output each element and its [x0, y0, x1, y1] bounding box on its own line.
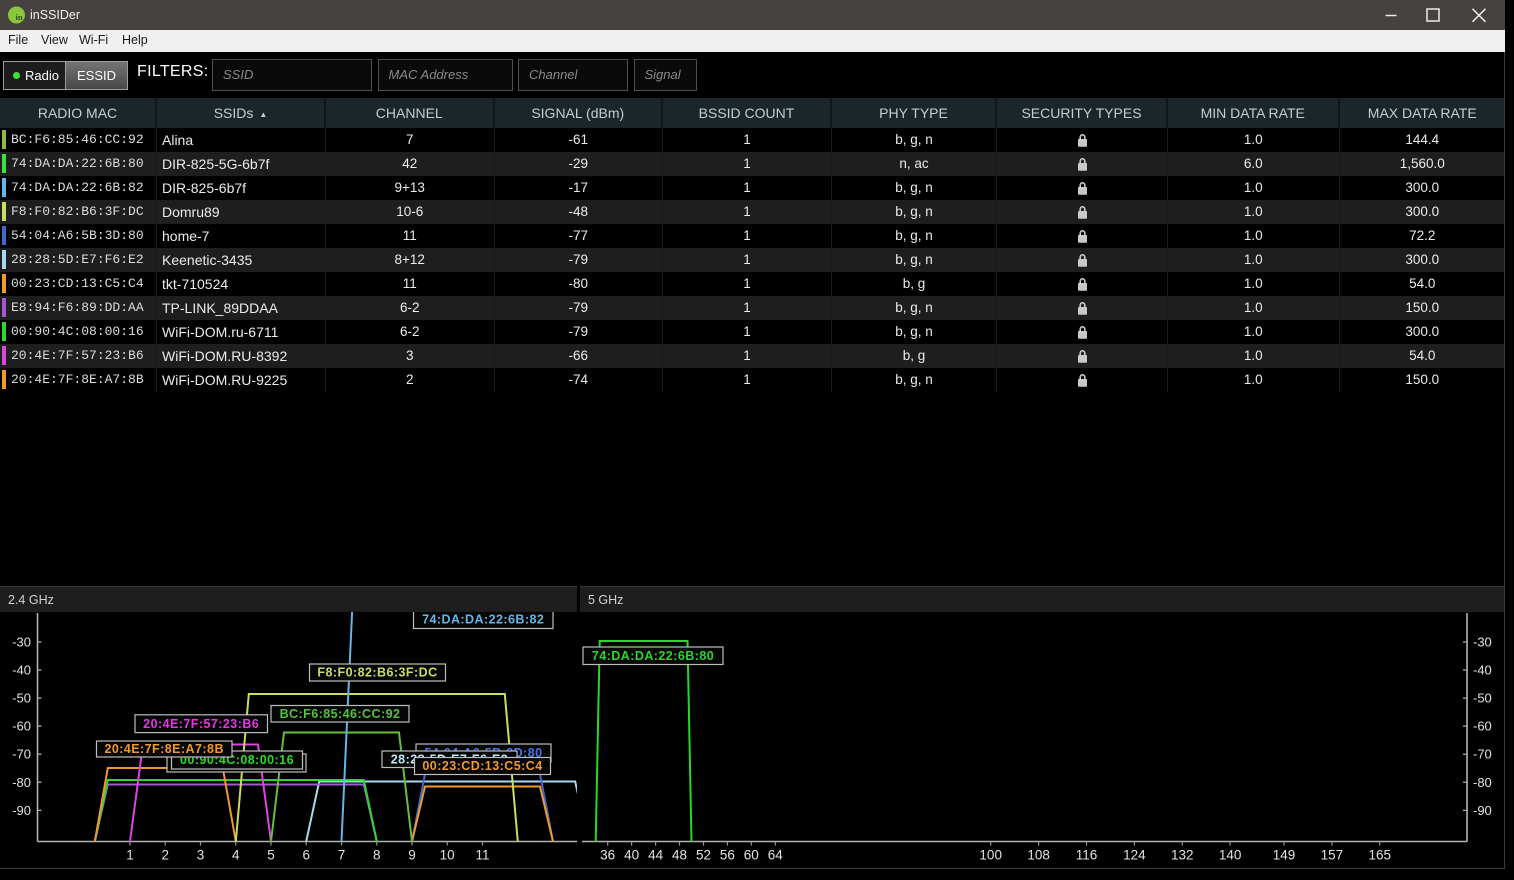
svg-text:00:23:CD:13:C5:C4: 00:23:CD:13:C5:C4 [422, 759, 542, 773]
svg-text:F8:F0:82:B6:3F:DC: F8:F0:82:B6:3F:DC [317, 666, 437, 680]
svg-text:48: 48 [672, 848, 687, 863]
svg-text:165: 165 [1369, 848, 1392, 863]
svg-text:-90: -90 [1473, 803, 1492, 818]
svg-text:5: 5 [267, 848, 275, 863]
svg-text:-70: -70 [1473, 747, 1492, 762]
svg-text:64: 64 [768, 848, 784, 863]
svg-text:-70: -70 [12, 747, 31, 762]
svg-text:36: 36 [600, 848, 615, 863]
svg-text:157: 157 [1321, 848, 1344, 863]
svg-text:-50: -50 [1473, 691, 1492, 706]
svg-text:-50: -50 [12, 691, 31, 706]
svg-text:-60: -60 [1473, 719, 1492, 734]
svg-text:132: 132 [1171, 848, 1194, 863]
svg-text:7: 7 [338, 848, 346, 863]
svg-text:56: 56 [720, 848, 735, 863]
svg-text:1: 1 [126, 848, 134, 863]
svg-text:-80: -80 [1473, 775, 1492, 790]
svg-text:-60: -60 [12, 719, 31, 734]
svg-text:-80: -80 [12, 775, 31, 790]
svg-text:9: 9 [408, 848, 416, 863]
svg-text:-30: -30 [1473, 635, 1492, 650]
svg-text:-90: -90 [12, 803, 31, 818]
svg-text:6: 6 [302, 848, 310, 863]
svg-text:44: 44 [648, 848, 664, 863]
svg-text:4: 4 [232, 848, 240, 863]
svg-text:20:4E:7F:57:23:B6: 20:4E:7F:57:23:B6 [143, 717, 259, 731]
svg-text:74:DA:DA:22:6B:80: 74:DA:DA:22:6B:80 [592, 649, 714, 663]
svg-text:140: 140 [1219, 848, 1242, 863]
svg-text:8: 8 [373, 848, 381, 863]
svg-text:-40: -40 [1473, 663, 1492, 678]
svg-text:52: 52 [696, 848, 711, 863]
svg-text:149: 149 [1273, 848, 1296, 863]
svg-text:11: 11 [475, 848, 489, 863]
svg-text:20:4E:7F:8E:A7:8B: 20:4E:7F:8E:A7:8B [104, 742, 224, 756]
svg-text:3: 3 [197, 848, 205, 863]
svg-text:in: in [15, 12, 22, 22]
svg-text:116: 116 [1076, 848, 1098, 863]
svg-text:10: 10 [440, 848, 455, 863]
svg-text:2: 2 [161, 848, 169, 863]
svg-text:BC:F6:85:46:CC:92: BC:F6:85:46:CC:92 [280, 707, 401, 721]
svg-text:-40: -40 [12, 663, 31, 678]
svg-text:100: 100 [979, 848, 1002, 863]
svg-text:108: 108 [1027, 848, 1050, 863]
svg-text:40: 40 [624, 848, 639, 863]
svg-text:124: 124 [1123, 848, 1146, 863]
svg-text:60: 60 [744, 848, 759, 863]
svg-text:74:DA:DA:22:6B:82: 74:DA:DA:22:6B:82 [422, 613, 544, 627]
svg-text:-30: -30 [12, 635, 31, 650]
